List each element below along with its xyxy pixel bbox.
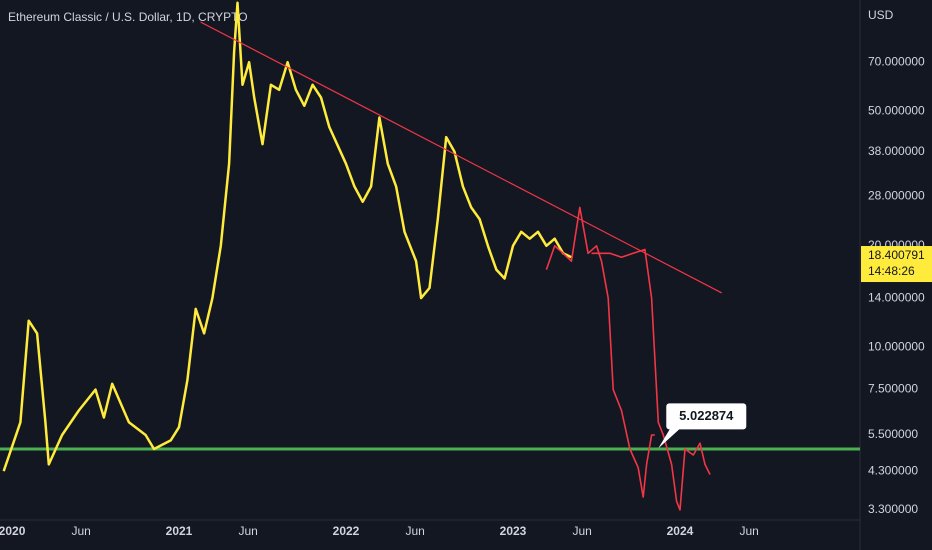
x-tick-label: Jun [238,524,257,538]
y-tick-label: 3.300000 [868,502,918,516]
price-line [545,206,655,498]
y-tick-label: 70.000000 [868,54,925,68]
y-tick-label: 4.300000 [868,463,918,477]
x-tick-label: Jun [572,524,591,538]
x-tick-label: Jun [71,524,90,538]
x-tick-label: Jun [739,524,758,538]
x-tick-label: 2021 [166,524,193,538]
price-label: 18.400791 [868,248,925,262]
callout-box [666,403,747,430]
callout-pointer [658,428,681,449]
chart-title: Ethereum Classic / U.S. Dollar, 1D, CRYP… [8,10,248,24]
price-line [2,1,572,472]
price-line [591,248,711,511]
y-tick-label: 14.000000 [868,290,925,304]
x-tick-label: Jun [405,524,424,538]
y-tick-label: 5.500000 [868,427,918,441]
x-tick-label: 2024 [667,524,694,538]
callout-label: 5.022874 [679,408,734,423]
x-tick-label: 2020 [0,524,26,538]
unit-label: USD [868,8,894,22]
trendline [200,21,723,294]
y-tick-label: 28.000000 [868,189,925,203]
y-tick-label: 10.000000 [868,340,925,354]
price-box [861,246,932,283]
y-tick-label: 38.000000 [868,144,925,158]
x-tick-label: 2023 [500,524,527,538]
y-tick-label: 7.500000 [868,382,918,396]
y-tick-label: 50.000000 [868,104,925,118]
x-tick-label: 2022 [333,524,360,538]
price-time: 14:48:26 [868,264,915,278]
